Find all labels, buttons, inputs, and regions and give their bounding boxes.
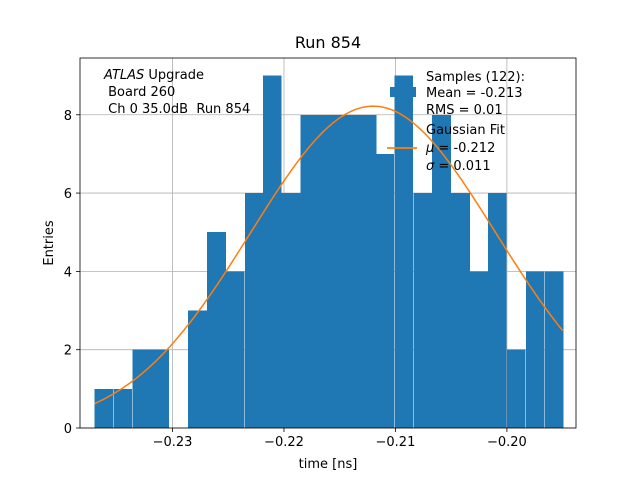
plot-frame <box>79 57 577 429</box>
annotation-line-1: ATLAS Upgrade <box>103 68 204 83</box>
y-axis-label: Entries <box>42 220 57 266</box>
legend-mu-symbol: μ <box>425 141 434 156</box>
histogram-bar-12 <box>319 114 339 428</box>
gaussian-fit-curve <box>94 105 564 405</box>
histogram-bar-16 <box>394 75 414 428</box>
histogram-bar-10 <box>281 193 301 428</box>
histogram-bar-22 <box>506 349 526 428</box>
y-tick-label-2: 4 <box>64 265 72 280</box>
y-tick-label-0: 0 <box>64 422 72 437</box>
histogram-bar-2 <box>132 349 152 428</box>
histogram-bar-15 <box>375 153 395 429</box>
legend-sigma-value: = 0.011 <box>434 159 490 174</box>
x-tick-label-1: −0.22 <box>264 435 304 450</box>
y-tick-label-3: 6 <box>64 187 72 202</box>
histogram-bar-20 <box>470 271 489 428</box>
legend-fit-sigma: σ = 0.011 <box>426 159 491 174</box>
legend-samples-swatch <box>390 87 416 97</box>
histogram-bar-5 <box>188 310 207 428</box>
y-tick-label-1: 2 <box>64 344 72 359</box>
annotation-line-3: Ch 0 35.0dB Run 854 <box>104 102 250 117</box>
legend-sigma-symbol: σ <box>426 159 435 174</box>
annotation-atlas: ATLAS <box>103 68 144 83</box>
atlas-annotation: ATLAS Upgrade Board 260 Ch 0 35.0dB Run … <box>103 68 250 117</box>
y-tick-label-4: 8 <box>64 109 72 124</box>
histogram-bars <box>94 75 564 429</box>
histogram-bar-21 <box>487 193 507 428</box>
histogram-bar-0 <box>94 388 114 428</box>
x-axis-label: time [ns] <box>299 457 358 472</box>
histogram-bar-7 <box>226 271 245 428</box>
legend-samples-rms: RMS = 0.01 <box>426 103 503 118</box>
histogram-bar-23 <box>525 271 545 428</box>
legend-mu-value: = -0.212 <box>434 141 495 156</box>
histogram-bar-14 <box>357 114 377 428</box>
legend-fit-mu: μ = -0.212 <box>425 141 495 156</box>
chart-title: Run 854 <box>295 33 361 52</box>
legend-samples-count: Samples (122): <box>426 70 525 85</box>
annotation-line-2: Board 260 <box>104 85 175 100</box>
histogram-bar-8 <box>244 193 264 428</box>
histogram-bar-19 <box>451 193 470 428</box>
histogram-bar-24 <box>544 271 564 428</box>
x-tick-label-3: −0.20 <box>487 435 527 450</box>
legend: Samples (122): Mean = -0.213 RMS = 0.01 … <box>387 70 525 174</box>
histogram-bar-1 <box>113 388 133 428</box>
axis-ticks: −0.23 −0.22 −0.21 −0.20 0 2 4 6 8 <box>64 109 527 450</box>
histogram-bar-18 <box>432 114 451 428</box>
histogram-bar-11 <box>300 114 320 428</box>
histogram-bar-6 <box>207 232 226 428</box>
x-tick-label-0: −0.23 <box>153 435 193 450</box>
legend-samples-mean: Mean = -0.213 <box>426 86 522 101</box>
annotation-upgrade: Upgrade <box>144 68 204 83</box>
legend-fit-name: Gaussian Fit <box>426 123 505 138</box>
x-tick-label-2: −0.21 <box>376 435 416 450</box>
histogram-bar-3 <box>150 349 169 428</box>
histogram-bar-17 <box>413 193 432 428</box>
histogram-bar-13 <box>338 114 358 428</box>
histogram-bar-9 <box>262 75 282 428</box>
